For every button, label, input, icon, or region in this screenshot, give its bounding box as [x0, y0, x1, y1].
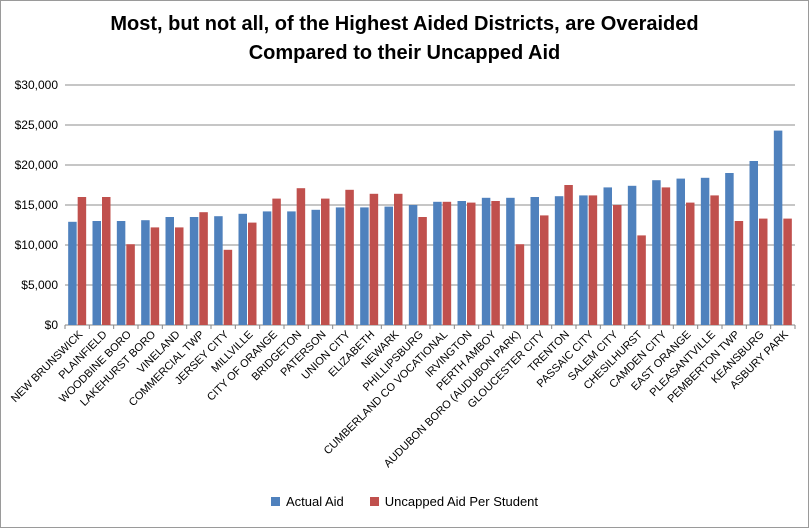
bar-uncapped-aid [175, 227, 184, 325]
bar-uncapped-aid [345, 189, 354, 325]
chart-title-line-1: Most, but not all, of the Highest Aided … [110, 13, 699, 35]
bar-uncapped-aid [491, 201, 500, 325]
legend-swatch-actual-aid [270, 497, 280, 506]
bar-uncapped-aid [394, 193, 403, 325]
y-tick-label: $15,000 [15, 198, 59, 212]
bar-actual-aid [238, 213, 247, 325]
bar-uncapped-aid [564, 185, 573, 325]
bar-actual-aid [627, 185, 637, 325]
bar-actual-aid [408, 205, 418, 325]
bar-actual-aid [773, 130, 783, 325]
bar-actual-aid [214, 216, 223, 325]
legend-label-actual-aid: Actual Aid [285, 494, 344, 509]
bar-actual-aid [311, 209, 320, 325]
y-tick-label: $30,000 [15, 78, 59, 92]
bar-uncapped-aid [540, 215, 549, 325]
bar-actual-aid [676, 178, 685, 325]
bar-actual-aid [749, 161, 758, 325]
bar-uncapped-aid [321, 198, 330, 325]
bar-actual-aid [384, 206, 393, 325]
bar-uncapped-aid [77, 197, 87, 325]
legend-item-actual-aid: Actual Aid [270, 494, 344, 509]
y-tick-label: $0 [45, 318, 59, 332]
bar-uncapped-aid [223, 249, 233, 325]
bar-actual-aid [481, 197, 491, 325]
y-tick-label: $5,000 [21, 278, 58, 292]
bar-uncapped-aid [296, 188, 306, 325]
bar-actual-aid [579, 195, 588, 325]
bar-actual-aid [700, 177, 710, 325]
bar-uncapped-aid [418, 217, 427, 325]
bar-uncapped-aid [102, 197, 111, 325]
bar-actual-aid [189, 217, 199, 325]
bar-uncapped-aid [442, 201, 452, 325]
bar-uncapped-aid [637, 235, 646, 325]
chart-title-line-2: Compared to their Uncapped Aid [248, 42, 561, 64]
bar-actual-aid [141, 220, 150, 325]
bar-uncapped-aid [686, 202, 695, 325]
legend-swatch-uncapped-aid [369, 497, 379, 506]
bar-actual-aid [530, 197, 539, 325]
bar-uncapped-aid [710, 195, 719, 325]
bar-actual-aid [725, 173, 734, 325]
bar-uncapped-aid [126, 244, 135, 325]
bar-uncapped-aid [199, 212, 208, 325]
bar-uncapped-aid [588, 195, 598, 325]
bar-actual-aid [554, 196, 564, 325]
chart-title: Most, but not all, of the Highest Aided … [0, 10, 809, 68]
bar-uncapped-aid [783, 218, 792, 325]
bar-uncapped-aid [248, 222, 257, 325]
bar-actual-aid [603, 187, 612, 325]
bar-uncapped-aid [661, 187, 671, 325]
bar-uncapped-aid [515, 244, 525, 325]
bar-actual-aid [506, 197, 515, 325]
bar-actual-aid [92, 221, 101, 325]
bar-uncapped-aid [734, 221, 744, 325]
bar-uncapped-aid [369, 193, 379, 325]
bar-actual-aid [287, 211, 296, 325]
y-tick-label: $10,000 [15, 238, 59, 252]
legend-item-uncapped-aid: Uncapped Aid Per Student [369, 494, 539, 509]
bar-actual-aid [335, 207, 345, 325]
bar-actual-aid [433, 201, 442, 325]
bar-uncapped-aid [272, 198, 281, 325]
bar-actual-aid [360, 207, 369, 325]
bar-uncapped-aid [150, 227, 160, 325]
bar-actual-aid [457, 201, 466, 325]
bar-uncapped-aid [467, 202, 476, 325]
chart-legend: Actual Aid Uncapped Aid Per Student [0, 494, 809, 509]
bar-actual-aid [116, 221, 126, 325]
bar-actual-aid [165, 217, 174, 325]
bar-actual-aid [652, 180, 661, 325]
y-tick-label: $20,000 [15, 158, 59, 172]
bar-uncapped-aid [613, 205, 622, 325]
bar-actual-aid [262, 211, 272, 325]
bar-actual-aid [68, 221, 77, 325]
y-tick-label: $25,000 [15, 118, 59, 132]
bar-uncapped-aid [759, 218, 768, 325]
legend-label-uncapped-aid: Uncapped Aid Per Student [384, 494, 539, 509]
